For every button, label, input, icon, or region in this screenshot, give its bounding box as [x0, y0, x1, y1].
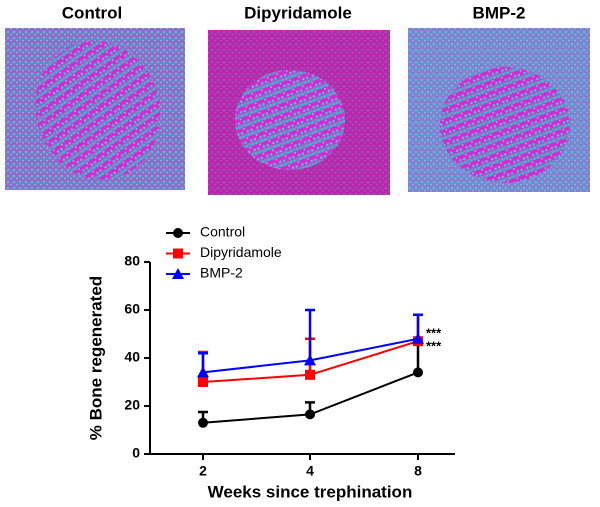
y-axis-label: % Bone regenerated — [86, 276, 105, 440]
legend-label: Dipyridamole — [200, 244, 282, 260]
image-panel — [5, 28, 185, 190]
y-tick-label: 80 — [124, 253, 140, 269]
data-point — [305, 369, 315, 380]
image-label: BMP-2 — [473, 3, 526, 22]
y-tick-label: 40 — [124, 349, 140, 365]
data-point — [197, 366, 209, 378]
legend-marker — [173, 228, 183, 238]
annotation: *** — [426, 325, 442, 340]
y-tick-label: 20 — [124, 397, 140, 413]
image-label: Control — [62, 3, 122, 22]
legend-label: BMP-2 — [200, 265, 243, 281]
data-point — [413, 367, 423, 378]
data-point — [412, 332, 424, 344]
legend-marker — [172, 268, 184, 279]
image-panel — [208, 30, 390, 195]
legend-marker — [173, 248, 183, 259]
data-point — [304, 354, 316, 366]
data-point — [305, 409, 315, 420]
x-tick-label: 8 — [414, 463, 422, 479]
data-point — [198, 417, 208, 428]
y-tick-label: 0 — [132, 445, 140, 461]
x-tick-label: 2 — [199, 463, 207, 479]
annotation: *** — [426, 338, 442, 353]
image-panel — [408, 28, 590, 192]
data-point — [198, 377, 208, 387]
y-tick-label: 60 — [124, 301, 140, 317]
legend-label: Control — [200, 224, 245, 240]
x-tick-label: 4 — [306, 463, 314, 479]
image-label: Dipyridamole — [244, 3, 352, 22]
x-axis-label: Weeks since trephination — [208, 482, 413, 501]
error-bar — [305, 308, 315, 361]
